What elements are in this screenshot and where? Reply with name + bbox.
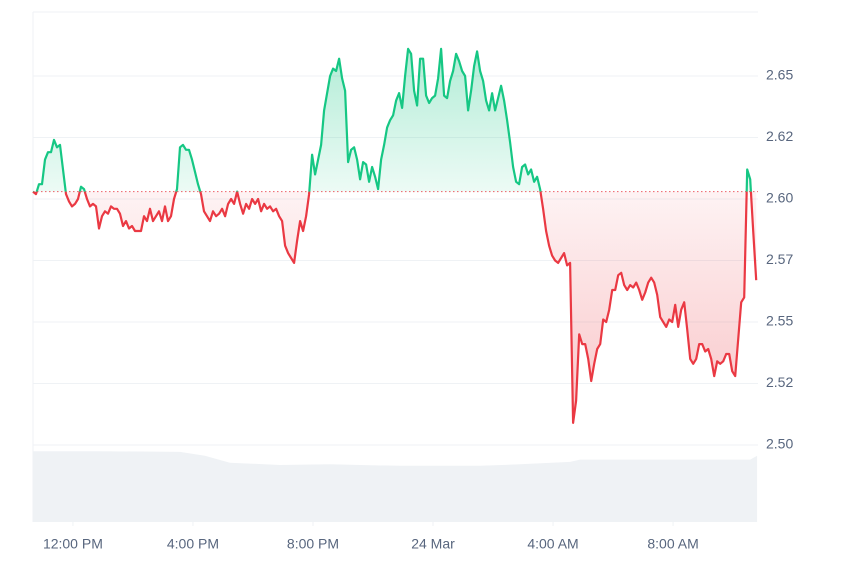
x-tick-label: 24 Mar <box>411 536 455 552</box>
x-tick-label: 4:00 PM <box>167 536 219 552</box>
x-tick-label: 12:00 PM <box>43 536 103 552</box>
y-tick-label: 2.60 <box>766 190 793 206</box>
plot: 2.50 2.52 2.55 2.57 2.60 2.62 2.65 12:00 PM 4:00… <box>32 47 793 552</box>
y-tick-label: 2.57 <box>766 251 793 267</box>
volume-area <box>33 451 758 522</box>
x-tick-label: 8:00 PM <box>287 536 339 552</box>
y-tick-label: 2.50 <box>766 436 793 452</box>
x-tick-label: 4:00 AM <box>527 536 578 552</box>
price-line-above <box>33 47 753 192</box>
area-above <box>36 48 751 192</box>
y-tick-label: 2.65 <box>766 67 793 83</box>
y-tick-label: 2.52 <box>766 374 793 390</box>
area-below <box>33 191 757 423</box>
x-tick-label: 8:00 AM <box>647 536 698 552</box>
y-tick-label: 2.62 <box>766 128 793 144</box>
y-tick-label: 2.55 <box>766 313 793 329</box>
price-line-below <box>32 191 758 424</box>
